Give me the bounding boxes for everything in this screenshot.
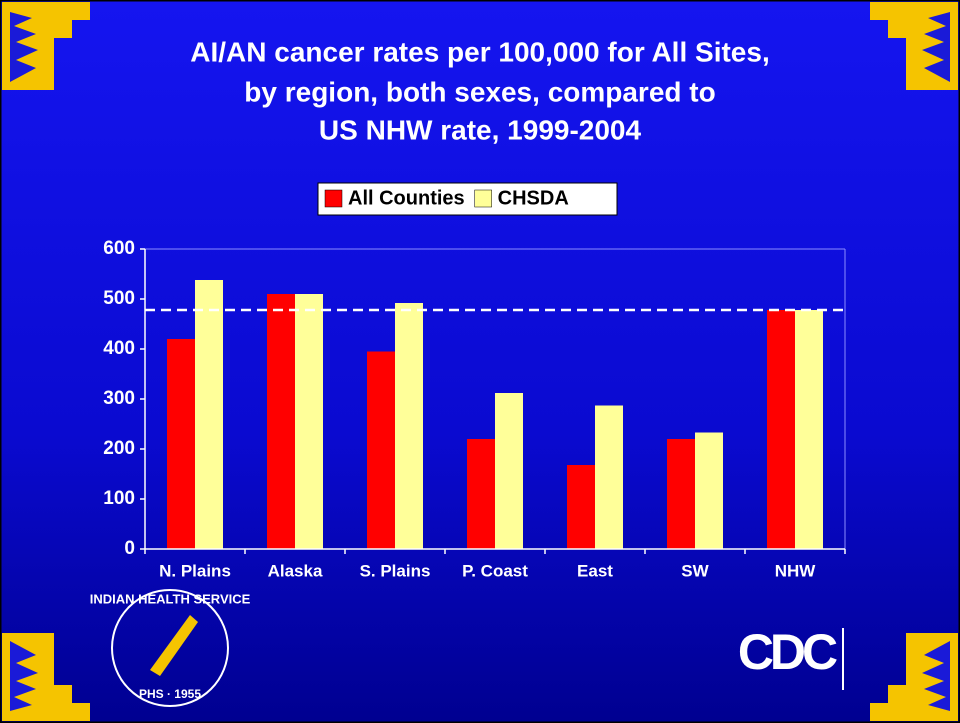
x-tick-label: East <box>577 561 613 580</box>
legend-swatch <box>324 189 343 208</box>
title: AI/AN cancer rates per 100,000 for All S… <box>190 36 769 145</box>
y-tick-label: 400 <box>103 338 135 359</box>
bar <box>495 393 523 549</box>
bar <box>167 339 195 549</box>
seal-subtext: PHS · 1955 <box>139 687 201 701</box>
bar <box>595 405 623 549</box>
bar <box>467 439 495 549</box>
y-tick-label: 600 <box>103 238 135 259</box>
legend-swatch <box>474 189 492 208</box>
y-tick-label: 200 <box>103 438 135 459</box>
title-line: US NHW rate, 1999-2004 <box>319 114 642 145</box>
bar <box>395 303 423 549</box>
bar <box>295 294 323 549</box>
x-tick-label: N. Plains <box>159 561 231 580</box>
x-tick-label: SW <box>681 561 709 580</box>
bar <box>667 439 695 549</box>
x-tick-label: Alaska <box>268 561 323 580</box>
bar <box>367 351 395 549</box>
y-tick-label: 0 <box>124 538 135 559</box>
bar <box>567 465 595 549</box>
bar <box>795 310 823 549</box>
cdc-logo: CDC <box>738 624 837 680</box>
legend-box <box>317 182 618 216</box>
x-tick-label: NHW <box>775 561 817 580</box>
x-tick-label: P. Coast <box>462 561 528 580</box>
bar <box>767 310 795 549</box>
y-tick-label: 300 <box>103 388 135 409</box>
title-line: by region, both sexes, compared to <box>244 76 715 107</box>
legend-label: CHSDA <box>498 187 569 209</box>
bar <box>695 432 723 549</box>
y-tick-label: 100 <box>103 488 135 509</box>
legend-label: All Counties <box>348 187 465 209</box>
bar <box>267 294 295 549</box>
seal-emblem <box>150 615 198 676</box>
bar <box>195 280 223 549</box>
seal-text: INDIAN HEALTH SERVICE <box>90 591 251 606</box>
title-line: AI/AN cancer rates per 100,000 for All S… <box>190 36 769 67</box>
seal-ring <box>111 589 229 707</box>
y-tick-label: 500 <box>103 288 135 309</box>
ihs-logo: INDIAN HEALTH SERVICE PHS · 1955 <box>90 589 251 707</box>
x-tick-label: S. Plains <box>360 561 431 580</box>
